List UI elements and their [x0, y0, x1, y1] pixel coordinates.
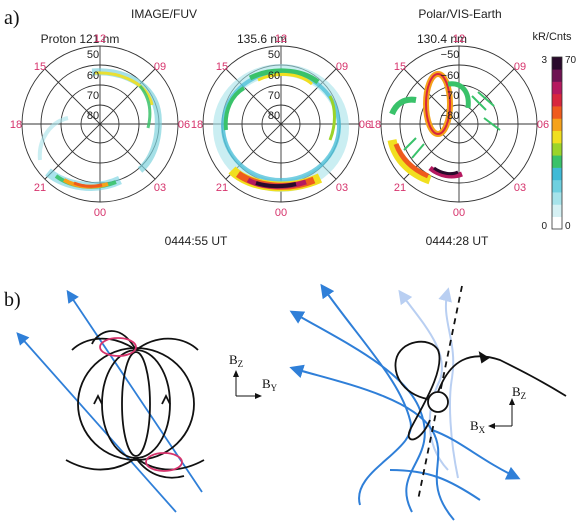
lat-80: 80 [87, 110, 99, 122]
dipole-field-lines [65, 330, 205, 479]
axis-bx-right: BX [470, 418, 486, 435]
clock-12: 12 [275, 33, 287, 45]
polar-map-3: 12 15 09 18 06 21 03 00 −50 −60 −70 −80 [369, 33, 549, 219]
time-right: 0444:28 UT [426, 234, 489, 248]
axis-bz-left: BZ [229, 352, 243, 369]
lat-60: 60 [87, 70, 99, 82]
faded-field-lines [398, 287, 459, 479]
cusp-ring-south [145, 452, 183, 472]
earth-circle [427, 391, 449, 413]
clock-18: 18 [369, 119, 381, 131]
colorbar-max-left: 3 [541, 55, 547, 66]
polar-map-2: 12 15 09 18 06 21 03 00 50 60 70 80 [191, 33, 371, 219]
axis-indicator-left [233, 370, 262, 399]
clock-03: 03 [154, 182, 166, 194]
aurora-emission-3 [387, 71, 501, 185]
lat-50: 50 [268, 49, 280, 61]
colorbar-swatch [552, 81, 562, 95]
clock-00: 00 [94, 207, 106, 219]
colorbar-min-right: 0 [565, 221, 571, 232]
lat-60: 60 [268, 70, 280, 82]
dipole-diagram: BZ BY [16, 289, 278, 513]
clock-00: 00 [275, 207, 287, 219]
panel-a-label: a) [4, 7, 20, 29]
lat-70: −70 [441, 90, 460, 102]
clock-15: 15 [34, 61, 46, 73]
colorbar-swatch [552, 204, 562, 218]
clock-15: 15 [216, 61, 228, 73]
clock-06: 06 [359, 119, 371, 131]
map-1-title: Proton 121 nm [41, 32, 120, 46]
clock-21: 21 [216, 182, 228, 194]
panel-b-label: b) [4, 289, 21, 311]
clock-12: 12 [94, 33, 106, 45]
aurora-emission-2 [213, 64, 349, 192]
map-3-title: 130.4 nm [417, 32, 467, 46]
clock-15: 15 [394, 61, 406, 73]
clock-18: 18 [10, 119, 22, 131]
field-line-lower [16, 332, 177, 513]
colorbar-swatch [552, 130, 562, 144]
colorbar-swatch [552, 192, 562, 205]
clock-09: 09 [514, 61, 526, 73]
lat-50: 50 [87, 49, 99, 61]
draped-field-lines [289, 283, 521, 521]
colorbar-swatch [552, 57, 562, 70]
lat-60: −60 [441, 70, 460, 82]
cusp-ring-north [99, 337, 137, 357]
instrument-right-label: Polar/VIS-Earth [418, 7, 501, 21]
polar-map-1: 12 15 09 18 06 21 03 00 50 60 70 80 [10, 33, 190, 219]
lat-80: 80 [268, 110, 280, 122]
clock-00: 00 [453, 207, 465, 219]
colorbar-swatch [552, 167, 562, 181]
clock-21: 21 [394, 182, 406, 194]
reconnection-diagram: BZ BX [289, 283, 567, 521]
clock-18: 18 [191, 119, 203, 131]
colorbar-swatch [552, 93, 562, 107]
clock-06: 06 [537, 119, 549, 131]
lat-80: −80 [441, 110, 460, 122]
colorbar-swatch [552, 155, 562, 168]
clock-06: 06 [178, 119, 190, 131]
lat-70: 70 [87, 90, 99, 102]
clock-21: 21 [34, 182, 46, 194]
colorbar-unit: kR/Cnts [532, 31, 572, 43]
clock-09: 09 [336, 61, 348, 73]
axis-bz-right: BZ [512, 384, 526, 401]
colorbar-gradient [552, 57, 562, 230]
aurora-emission-1 [37, 68, 162, 191]
colorbar-swatch [552, 106, 562, 119]
earth-field-lines [394, 340, 567, 441]
colorbar-swatch [552, 216, 562, 230]
colorbar-min-left: 0 [541, 221, 547, 232]
dipole-axis [417, 285, 463, 501]
axis-indicator-right [488, 398, 515, 429]
colorbar-swatch [552, 179, 562, 193]
colorbar-max-right: 70 [565, 55, 577, 66]
clock-03: 03 [514, 182, 526, 194]
time-left: 0444:55 UT [165, 234, 228, 248]
lat-50: −50 [441, 49, 460, 61]
map-2-title: 135.6 nm [237, 32, 287, 46]
colorbar-swatch [552, 143, 562, 156]
colorbar-swatch [552, 69, 562, 82]
colorbar: kR/Cnts 3 70 0 0 [532, 31, 576, 232]
lat-70: 70 [268, 90, 280, 102]
instrument-left-label: IMAGE/FUV [131, 7, 197, 21]
colorbar-swatch [552, 118, 562, 132]
axis-by-left: BY [262, 376, 278, 393]
clock-03: 03 [336, 182, 348, 194]
clock-09: 09 [154, 61, 166, 73]
clock-12: 12 [453, 33, 465, 45]
